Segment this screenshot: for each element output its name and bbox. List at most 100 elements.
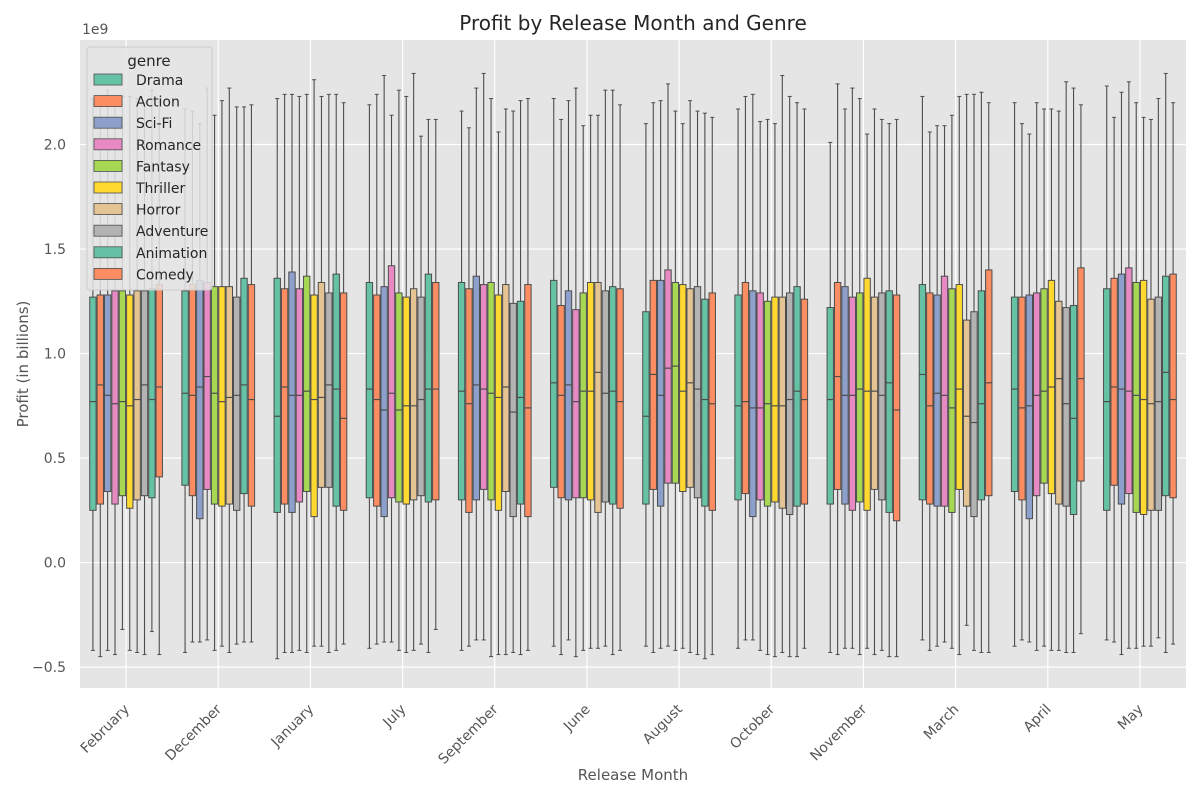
- box-drama-october: [734, 108, 742, 649]
- box-iqr: [664, 269, 672, 484]
- box-horror-april: [1055, 110, 1063, 651]
- x-tick-label: October: [727, 701, 778, 752]
- box-sci-fi-march: [933, 125, 941, 647]
- box-fantasy-january: [303, 93, 311, 653]
- box-animation-november: [885, 123, 893, 658]
- box-iqr: [1103, 288, 1111, 511]
- box-iqr: [1025, 294, 1034, 520]
- legend-swatch-action: [93, 95, 123, 107]
- box-iqr: [579, 292, 587, 499]
- box-iqr: [380, 286, 388, 518]
- y-tick-label: 1.5: [44, 242, 66, 258]
- box-action-july: [373, 93, 381, 645]
- x-tick-label: November: [807, 701, 870, 764]
- box-action-august: [649, 102, 657, 653]
- box-horror-december: [225, 87, 233, 653]
- box-sci-fi-august: [656, 100, 665, 649]
- box-thriller-january: [310, 79, 318, 647]
- box-comedy-march: [985, 102, 993, 653]
- box-horror-november: [870, 108, 879, 656]
- box-iqr: [310, 294, 318, 518]
- box-iqr: [472, 275, 481, 501]
- box-iqr: [609, 286, 617, 505]
- box-iqr: [749, 290, 757, 518]
- box-adventure-june: [601, 89, 610, 647]
- legend-title: genre: [127, 52, 170, 70]
- box-drama-august: [642, 123, 650, 647]
- box-romance-november: [848, 87, 857, 649]
- box-iqr: [232, 296, 241, 511]
- box-iqr: [1018, 296, 1026, 501]
- legend-swatch-comedy: [93, 267, 123, 280]
- y-axis-ticks: −0.5 0.0 0.5 1.0 1.5 2.0: [32, 138, 66, 677]
- box-iqr: [196, 279, 204, 520]
- box-iqr: [240, 277, 248, 495]
- box-iqr: [671, 281, 680, 484]
- box-animation-may: [1162, 72, 1170, 653]
- box-iqr: [848, 296, 857, 511]
- box-iqr: [365, 281, 374, 499]
- box-iqr: [432, 281, 440, 501]
- box-horror-july: [409, 72, 418, 651]
- box-animation-march: [977, 91, 986, 653]
- box-iqr: [1125, 267, 1133, 495]
- box-drama-april: [1010, 102, 1019, 647]
- box-animation-july: [424, 118, 433, 653]
- legend-swatch-fantasy: [93, 159, 123, 172]
- box-thriller-june: [586, 114, 595, 649]
- legend-swatch-animation: [93, 246, 123, 259]
- box-iqr: [616, 288, 624, 509]
- box-adventure-may: [1154, 98, 1163, 639]
- box-adventure-july: [417, 135, 425, 645]
- box-adventure-march: [970, 93, 978, 651]
- box-iqr: [303, 275, 311, 493]
- box-romance-august: [664, 83, 672, 647]
- box-iqr: [693, 286, 702, 499]
- box-iqr: [111, 290, 119, 505]
- box-iqr: [409, 288, 418, 501]
- box-action-may: [1110, 116, 1118, 643]
- box-horror-september: [502, 108, 510, 656]
- x-tick-label: June: [560, 702, 594, 736]
- box-iqr: [247, 284, 256, 507]
- box-iqr: [918, 284, 927, 501]
- box-comedy-june: [616, 104, 624, 651]
- box-animation-october: [793, 102, 801, 658]
- box-iqr: [402, 296, 410, 505]
- box-iqr: [885, 290, 893, 513]
- box-iqr: [524, 284, 532, 518]
- box-iqr: [325, 292, 333, 488]
- y-axis-label: Profit (in billions): [14, 301, 32, 428]
- x-tick-label: August: [640, 701, 686, 747]
- box-comedy-august: [708, 116, 716, 656]
- box-romance-march: [940, 125, 949, 643]
- plot-area-background: [80, 40, 1186, 688]
- box-iqr: [1033, 292, 1041, 497]
- box-animation-september: [516, 100, 525, 656]
- box-iqr: [856, 292, 864, 503]
- box-fantasy-november: [856, 98, 864, 656]
- legend-items: Drama Action Sci-Fi Romance Fantasy Thriller H…: [93, 73, 208, 283]
- box-iqr: [572, 309, 580, 499]
- box-thriller-october: [771, 123, 779, 658]
- box-iqr: [649, 279, 657, 490]
- box-iqr: [826, 307, 834, 505]
- box-iqr: [1040, 288, 1048, 484]
- box-iqr: [225, 286, 233, 505]
- x-tick-label: December: [162, 701, 225, 764]
- box-adventure-october: [785, 95, 794, 658]
- box-iqr: [557, 304, 565, 499]
- legend-label-thriller: Thriller: [135, 181, 185, 197]
- legend-swatch-thriller: [93, 181, 123, 194]
- legend-label-drama: Drama: [136, 73, 183, 89]
- box-animation-december: [240, 106, 248, 643]
- y-tick-label: 0.0: [44, 556, 66, 572]
- box-iqr: [273, 277, 281, 513]
- box-iqr: [155, 284, 163, 478]
- box-thriller-may: [1139, 116, 1148, 647]
- box-thriller-november: [863, 133, 871, 649]
- box-action-january: [280, 93, 289, 653]
- box-iqr: [395, 292, 403, 503]
- box-thriller-july: [402, 95, 410, 653]
- legend-label-action: Action: [136, 95, 180, 111]
